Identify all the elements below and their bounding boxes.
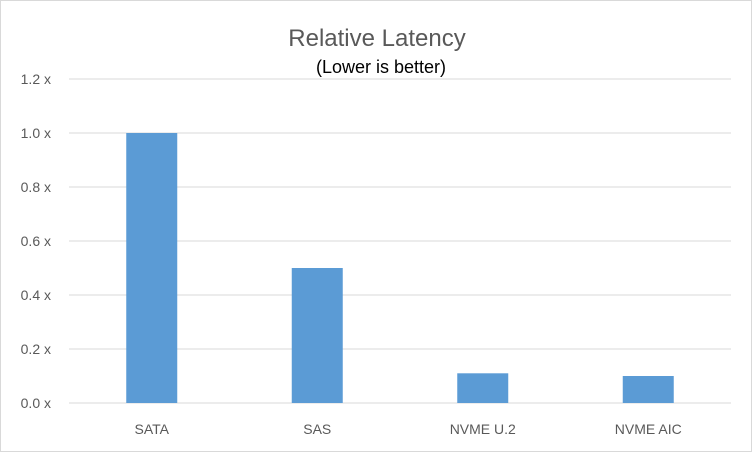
x-category-label: NVME AIC	[615, 421, 682, 437]
y-tick-label: 0.6 x	[21, 233, 51, 249]
y-tick-label: 0.8 x	[21, 179, 51, 195]
bar-sas	[291, 268, 343, 403]
x-axis-categories: SATA SAS NVME U.2 NVME AIC	[135, 421, 682, 437]
gridlines	[69, 78, 731, 404]
y-tick-label: 0.2 x	[21, 341, 51, 357]
y-tick-label: 1.2 x	[21, 71, 51, 87]
x-category-label: SAS	[303, 421, 331, 437]
y-tick-label: 1.0 x	[21, 125, 51, 141]
x-category-label: NVME U.2	[450, 421, 516, 437]
chart-subtitle: (Lower is better)	[316, 57, 446, 77]
y-tick-label: 0.0 x	[21, 395, 51, 411]
chart-title: Relative Latency	[288, 25, 465, 52]
bar-sata	[126, 133, 178, 403]
bars	[126, 133, 674, 403]
bar-nvme-u-2	[457, 373, 509, 403]
x-category-label: SATA	[135, 421, 170, 437]
bar-nvme-aic	[622, 376, 674, 403]
y-tick-label: 0.4 x	[21, 287, 51, 303]
y-axis-ticks: 0.0 x 0.2 x 0.4 x 0.6 x 0.8 x 1.0 x 1.2 x	[21, 71, 51, 411]
